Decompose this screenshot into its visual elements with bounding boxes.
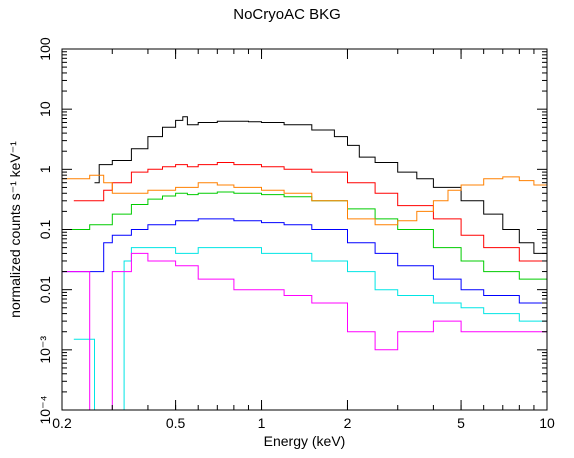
tick-layer: 0.2 0.5 1 2 5 10 100 10 1 0.1 0.01 10⁻³ 10⁻⁴ bbox=[37, 37, 555, 431]
x-tick-label: 1 bbox=[258, 415, 266, 431]
y-axis-label: normalized counts s⁻¹ keV⁻¹ bbox=[7, 141, 23, 318]
y-tick-label: 10 bbox=[37, 101, 53, 117]
x-tick-label: 5 bbox=[457, 415, 465, 431]
x-tick-label: 10 bbox=[539, 415, 555, 431]
y-tick-label: 0.01 bbox=[37, 276, 53, 303]
y-tick-label: 10⁻⁴ bbox=[37, 396, 53, 425]
series-line-4 bbox=[62, 174, 547, 226]
x-tick-label: 0.2 bbox=[52, 415, 72, 431]
y-tick-label: 1 bbox=[37, 165, 53, 173]
y-tick-label: 10⁻³ bbox=[37, 336, 53, 364]
x-tick-label: 0.5 bbox=[166, 415, 186, 431]
series-layer bbox=[62, 116, 547, 410]
y-tick-label: 0.1 bbox=[37, 220, 53, 240]
chart-title: NoCryoAC BKG bbox=[233, 6, 341, 23]
series-line-3 bbox=[62, 191, 547, 290]
series-line-2 bbox=[73, 162, 547, 272]
series-line-7 bbox=[62, 252, 547, 410]
series-line-5 bbox=[62, 218, 547, 308]
y-tick-label: 100 bbox=[37, 37, 53, 61]
series-line-6 bbox=[73, 247, 547, 410]
series-line-1 bbox=[94, 116, 547, 261]
x-tick-label: 2 bbox=[344, 415, 352, 431]
x-axis-label: Energy (keV) bbox=[264, 433, 346, 449]
